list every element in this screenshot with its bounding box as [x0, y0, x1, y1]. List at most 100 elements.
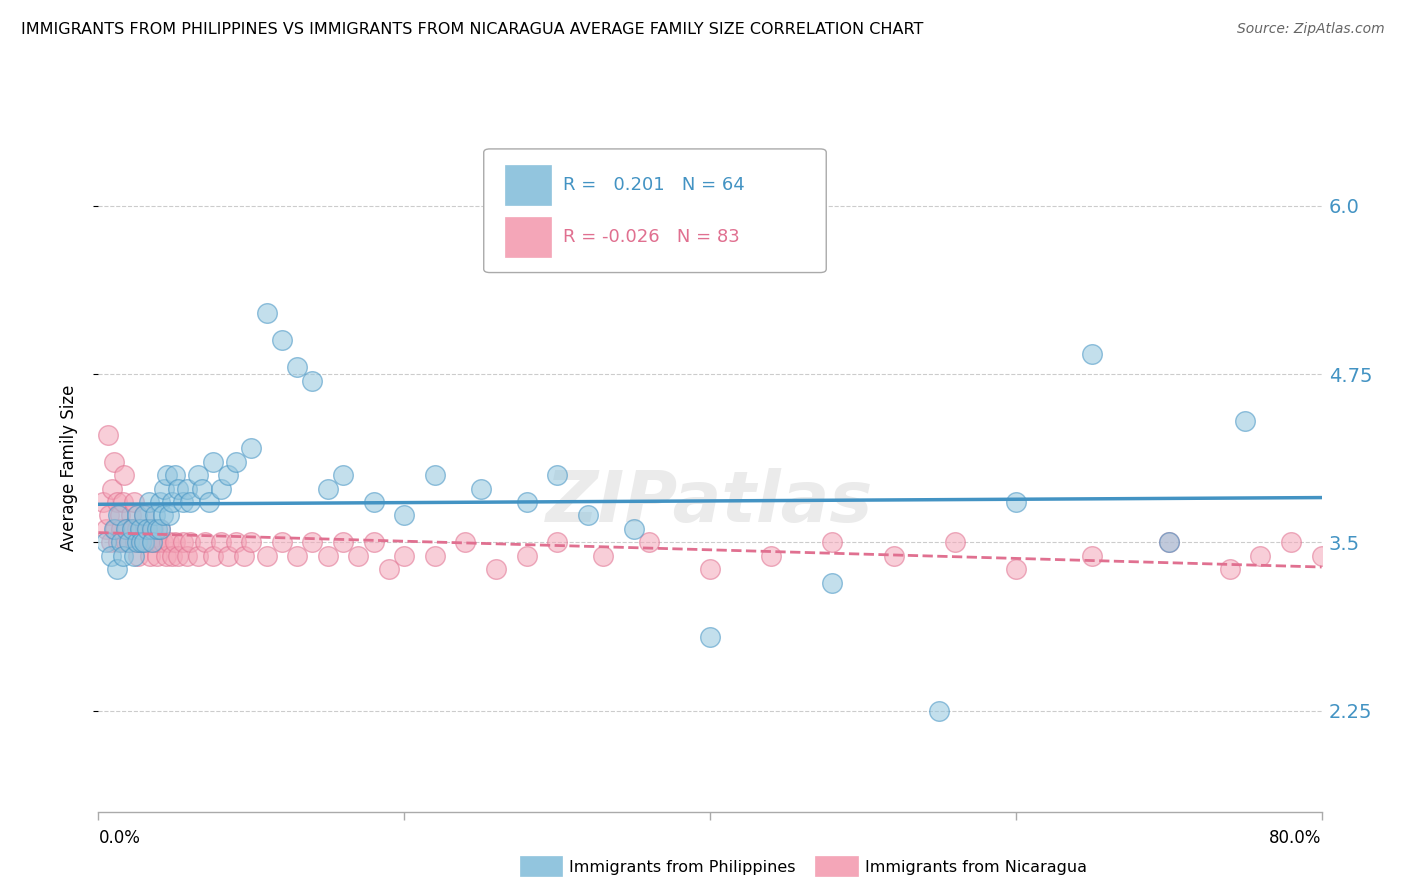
Point [128, 522, 150, 536]
Point [225, 535, 247, 549]
Point [149, 522, 172, 536]
Point [125, 508, 148, 523]
Point [118, 535, 141, 549]
Text: Source: ZipAtlas.com: Source: ZipAtlas.com [1237, 22, 1385, 37]
Point [1219, 562, 1241, 576]
Point [163, 535, 186, 549]
Point [100, 535, 122, 549]
Point [145, 549, 167, 563]
Point [699, 562, 721, 576]
Point [485, 562, 508, 576]
Point [138, 495, 160, 509]
Point [118, 535, 141, 549]
Point [112, 468, 135, 483]
Point [1081, 549, 1104, 563]
Point [179, 495, 201, 509]
Point [141, 535, 163, 549]
Point [546, 535, 568, 549]
Point [232, 549, 254, 563]
Point [146, 535, 169, 549]
Point [454, 535, 477, 549]
Point [100, 549, 122, 563]
Point [1004, 495, 1026, 509]
Point [363, 495, 385, 509]
Point [637, 535, 661, 549]
Point [142, 522, 165, 536]
Point [392, 549, 416, 563]
Point [97, 427, 120, 442]
Point [167, 482, 190, 496]
Point [623, 522, 645, 536]
Point [108, 508, 131, 523]
Point [115, 522, 138, 536]
Point [209, 482, 232, 496]
Point [145, 522, 167, 536]
Point [103, 454, 125, 468]
Point [156, 468, 179, 483]
Point [516, 495, 538, 509]
Bar [505, 217, 551, 257]
Point [117, 522, 139, 536]
Point [1157, 535, 1180, 549]
Point [134, 508, 156, 523]
Point [187, 468, 209, 483]
Point [332, 535, 354, 549]
Text: Immigrants from Philippines: Immigrants from Philippines [569, 860, 796, 874]
Point [378, 562, 401, 576]
Point [103, 522, 125, 536]
Point [285, 549, 308, 563]
Point [209, 535, 232, 549]
Point [111, 549, 134, 563]
Point [132, 535, 155, 549]
Point [110, 535, 132, 549]
Point [699, 630, 721, 644]
Point [285, 360, 308, 375]
Point [332, 468, 354, 483]
Point [1081, 347, 1104, 361]
Point [392, 508, 416, 523]
Point [94, 522, 117, 536]
Point [98, 508, 121, 523]
Point [104, 522, 127, 536]
Point [110, 522, 132, 536]
Point [125, 522, 148, 536]
Point [179, 535, 201, 549]
Point [152, 508, 174, 523]
FancyBboxPatch shape [484, 149, 827, 273]
Point [240, 535, 263, 549]
Point [217, 468, 239, 483]
Point [301, 374, 323, 388]
Point [160, 549, 183, 563]
Point [194, 535, 217, 549]
Point [121, 522, 143, 536]
Point [316, 482, 339, 496]
Point [1249, 549, 1271, 563]
Point [135, 535, 157, 549]
Point [127, 549, 149, 563]
Point [217, 549, 239, 563]
Point [347, 549, 370, 563]
Point [301, 535, 323, 549]
Point [155, 549, 177, 563]
Point [115, 535, 138, 549]
Point [592, 549, 614, 563]
Point [124, 535, 146, 549]
Point [1279, 535, 1302, 549]
Point [125, 535, 148, 549]
Point [167, 549, 190, 563]
Point [225, 454, 247, 468]
Point [423, 549, 446, 563]
Point [1234, 414, 1257, 428]
Point [240, 441, 263, 455]
Point [129, 522, 152, 536]
Point [1310, 549, 1333, 563]
Point [143, 508, 166, 523]
Text: 0.0%: 0.0% [98, 829, 141, 847]
Point [122, 549, 145, 563]
Point [143, 535, 166, 549]
Point [139, 549, 162, 563]
Point [128, 535, 150, 549]
Point [91, 495, 114, 509]
Point [187, 549, 209, 563]
Point [138, 535, 160, 549]
